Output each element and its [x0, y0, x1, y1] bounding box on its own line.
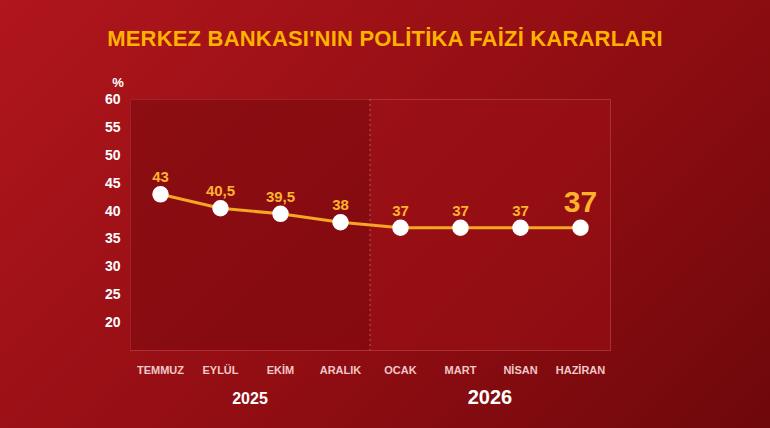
svg-text:40,5: 40,5 [206, 182, 235, 199]
svg-text:ARALIK: ARALIK [320, 364, 362, 376]
svg-text:EKİM: EKİM [267, 364, 295, 376]
svg-text:2025: 2025 [232, 390, 268, 407]
svg-text:38: 38 [332, 196, 349, 213]
svg-text:30: 30 [105, 258, 121, 274]
svg-text:37: 37 [512, 202, 529, 219]
svg-text:55: 55 [105, 119, 121, 135]
svg-text:35: 35 [105, 230, 121, 246]
svg-text:20: 20 [105, 314, 121, 330]
svg-text:60: 60 [105, 91, 121, 107]
svg-text:39,5: 39,5 [266, 188, 295, 205]
svg-text:OCAK: OCAK [384, 364, 416, 376]
html-text:MERKEZ BANKASI'NIN POLİTİKA FA: MERKEZ BANKASI'NIN POLİTİKA FAİZİ KARARL… [107, 26, 663, 51]
svg-text:MART: MART [445, 364, 477, 376]
svg-text:50: 50 [105, 147, 121, 163]
svg-text:2026: 2026 [468, 386, 513, 408]
svg-text:37: 37 [452, 202, 469, 219]
svg-text:40: 40 [105, 203, 121, 219]
svg-text:37: 37 [564, 185, 597, 218]
svg-text:HAZİRAN: HAZİRAN [556, 364, 606, 376]
svg-text:43: 43 [152, 168, 169, 185]
svg-text:37: 37 [392, 202, 409, 219]
svg-text:25: 25 [105, 286, 121, 302]
svg-text:TEMMUZ: TEMMUZ [137, 364, 184, 376]
svg-text:%: % [112, 75, 124, 90]
svg-text:EYLÜL: EYLÜL [202, 364, 238, 376]
svg-text:NİSAN: NİSAN [503, 364, 537, 376]
svg-text:45: 45 [105, 175, 121, 191]
